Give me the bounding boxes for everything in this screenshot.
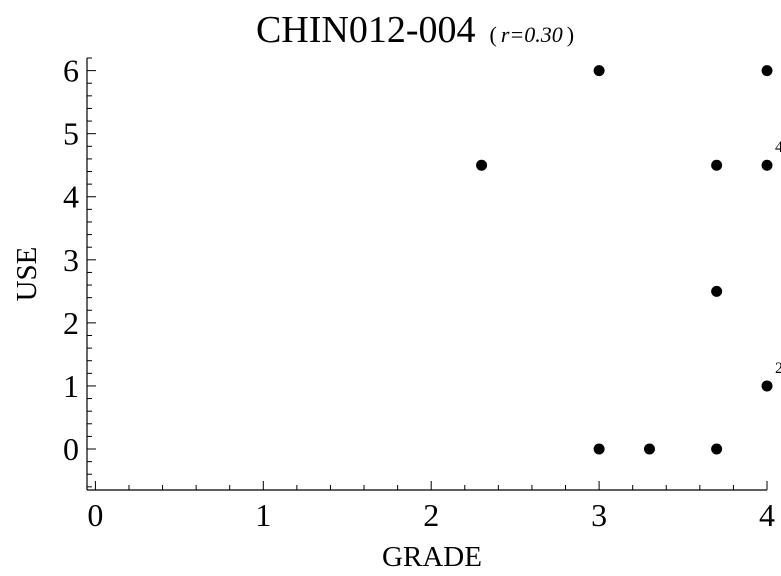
- y-tick-label: 6: [63, 53, 79, 89]
- chart-title: CHIN012-004 ( r=0.30 ): [256, 9, 574, 51]
- x-tick-label: 0: [87, 497, 103, 533]
- data-point: [593, 443, 605, 455]
- point-count-label: 2: [775, 360, 781, 377]
- x-tick-label: 1: [255, 497, 271, 533]
- chart-title-stat-value: r=0.30: [501, 22, 563, 47]
- data-point: [643, 443, 655, 455]
- y-axis-label: USE: [11, 247, 43, 302]
- data-point: [761, 65, 773, 77]
- y-tick-label: 2: [63, 305, 79, 341]
- data-point: [711, 159, 723, 171]
- data-point: [593, 65, 605, 77]
- ticks: 0 1 2 3 4 0 1 2 3 4 5 6: [63, 53, 775, 533]
- chart-title-stat-open: (: [489, 22, 496, 47]
- point-count-label: 4: [775, 139, 781, 156]
- chart-title-main: CHIN012-004: [256, 9, 476, 51]
- x-axis-label: GRADE: [382, 541, 482, 573]
- data-point: [476, 159, 488, 171]
- data-points: 42: [476, 65, 781, 455]
- y-tick-label: 3: [63, 242, 79, 278]
- x-tick-label: 2: [423, 497, 439, 533]
- data-point: [761, 159, 773, 171]
- x-tick-label: 4: [759, 497, 775, 533]
- data-point: [761, 380, 773, 392]
- y-tick-label: 5: [63, 116, 79, 152]
- y-tick-label: 0: [63, 431, 79, 467]
- axes: [86, 58, 767, 491]
- y-tick-label: 1: [63, 368, 79, 404]
- data-point: [711, 285, 723, 297]
- chart-title-stat-close: ): [567, 22, 574, 47]
- data-point: [711, 443, 723, 455]
- x-tick-label: 3: [591, 497, 607, 533]
- y-tick-label: 4: [63, 179, 79, 215]
